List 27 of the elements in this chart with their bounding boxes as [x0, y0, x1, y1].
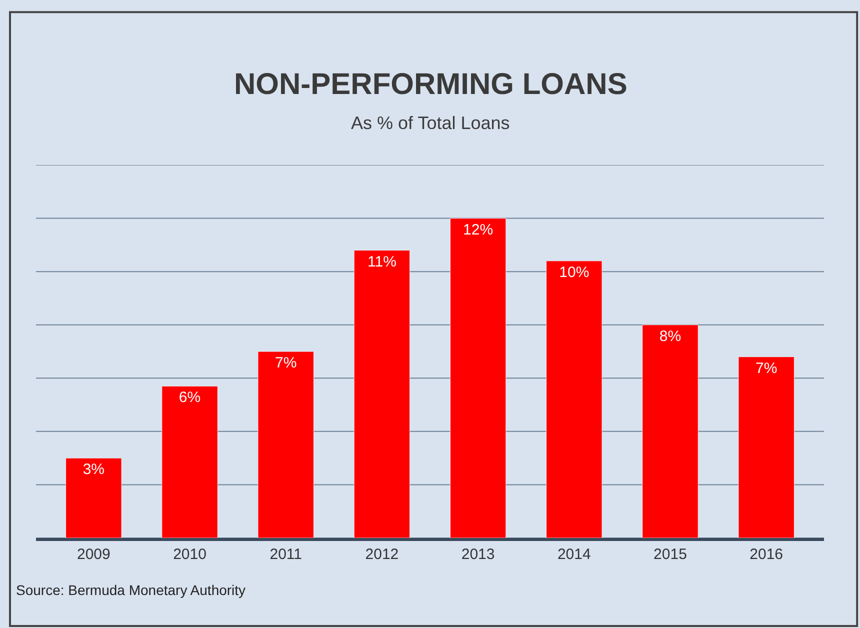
- x-tick-label: 2014: [557, 546, 591, 563]
- x-tick-label: 2016: [750, 546, 784, 563]
- data-label: 7%: [755, 360, 778, 377]
- x-tick-label: 2010: [173, 546, 206, 563]
- bar: [258, 351, 314, 538]
- source-note: Source: Bermuda Monetary Authority: [16, 582, 246, 598]
- x-tick-label: 2012: [365, 546, 399, 563]
- bar: [738, 356, 794, 538]
- chart-subtitle: As % of Total Loans: [351, 113, 510, 133]
- x-tick-label: 2013: [461, 546, 495, 563]
- x-tick-label: 2015: [654, 546, 687, 563]
- bar: [354, 250, 410, 538]
- data-label: 12%: [463, 221, 494, 238]
- data-label: 10%: [559, 264, 590, 281]
- data-label: 6%: [178, 389, 201, 406]
- x-tick-label: 2011: [270, 546, 302, 563]
- data-label: 8%: [659, 328, 682, 345]
- bar: [66, 458, 122, 538]
- x-tick-label: 2009: [76, 546, 110, 563]
- bar: [162, 386, 218, 538]
- chart-title: NON-PERFORMING LOANS: [234, 68, 628, 101]
- data-label: 3%: [82, 461, 105, 478]
- data-label: 7%: [275, 354, 297, 372]
- bar: [642, 324, 698, 538]
- bar: [450, 218, 506, 538]
- data-label: 11%: [367, 253, 396, 270]
- bar: [546, 260, 602, 538]
